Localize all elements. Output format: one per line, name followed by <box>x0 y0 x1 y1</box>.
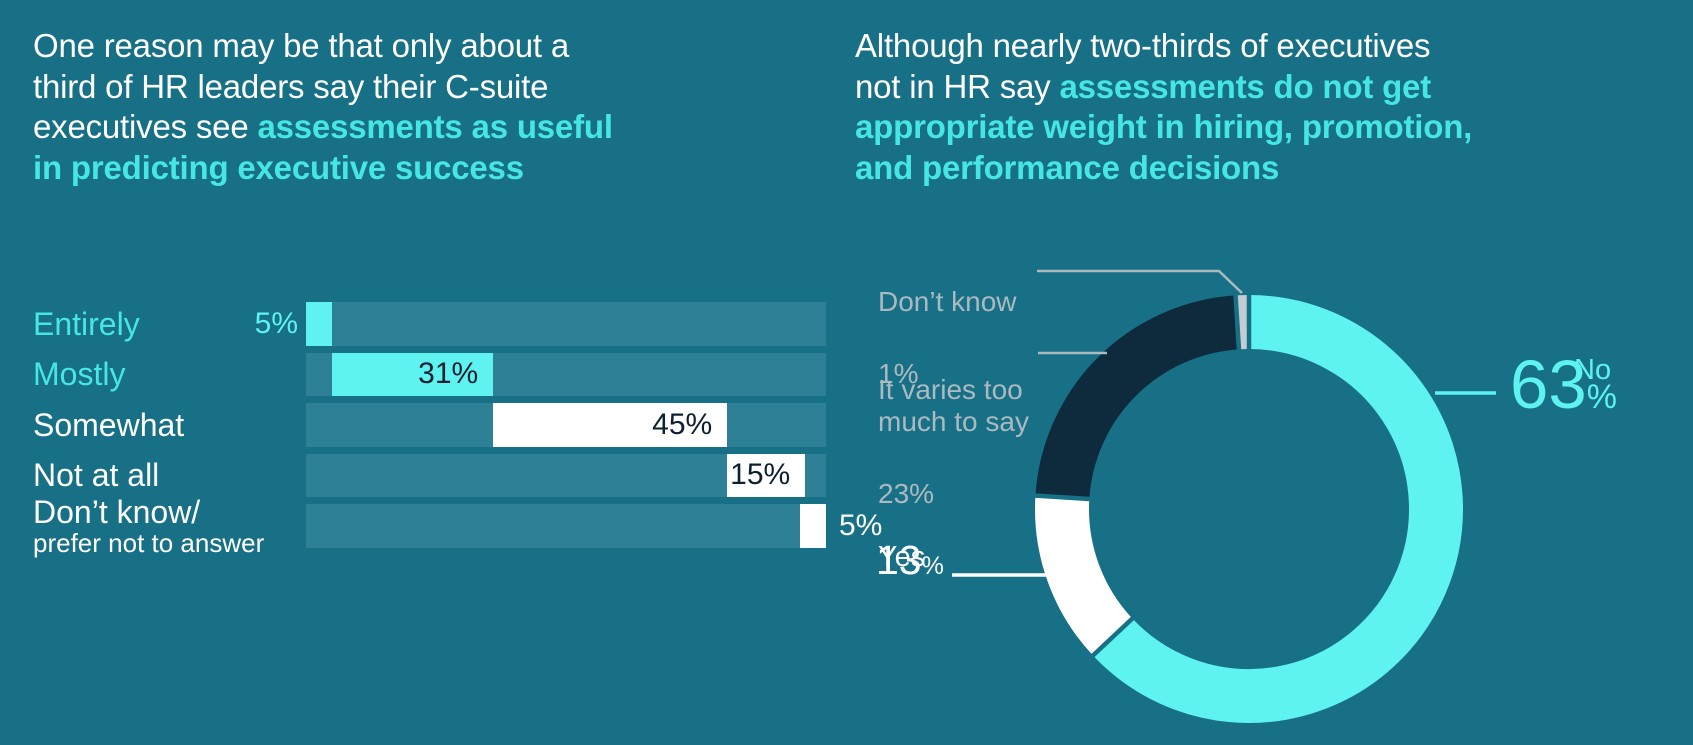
donut-slice-it-varies-too-much-to-say <box>1035 295 1240 500</box>
stat-yes-number: 13 <box>876 537 922 583</box>
donut-slice-no <box>1093 295 1463 723</box>
left-headline-plain: One reason may be that only about a thir… <box>33 27 570 145</box>
bar-row-somewhat: Somewhat 45% <box>0 403 1693 447</box>
bar-track: 5% <box>255 302 826 346</box>
stat-no-percent: % <box>1586 378 1617 416</box>
callout-dont-know-value: 1% <box>878 358 919 389</box>
right-headline-plain: Although nearly two-thirds of executives… <box>855 27 1431 105</box>
callout-yes-label: Yes <box>878 541 926 573</box>
bar-segment-mostly <box>332 352 494 396</box>
bar-track: 45% <box>306 403 826 447</box>
donut-slice-divider <box>1233 294 1242 360</box>
bar-row-not-at-all: Not at all 15% <box>0 453 1693 497</box>
bar-category-label: Don’t know/prefer not to answer <box>33 493 265 558</box>
callout-varies-label: It varies too much to say <box>878 374 1029 437</box>
bar-segment-entirely <box>306 302 332 346</box>
bar-row-entirely: Entirely 5% <box>0 302 1693 346</box>
stat-yes: 13% <box>876 538 944 582</box>
bar-track: 5% <box>306 504 882 548</box>
callout-varies: It varies too much to say 23% <box>878 338 1029 546</box>
callout-dont-know-label: Don’t know <box>878 286 1017 317</box>
callout-yes: Yes <box>878 505 925 609</box>
bar-row-mostly: Mostly 31% <box>0 352 1693 396</box>
right-headline-highlight: assessments do not get appropriate weigh… <box>855 67 1473 186</box>
stat-no-number: 63 <box>1510 346 1587 423</box>
bar-segment-somewhat <box>493 403 728 447</box>
bar-track: 31% <box>306 352 826 396</box>
bar-category-label: Not at all <box>33 457 160 494</box>
left-headline-highlight: assessments as useful in predicting exec… <box>33 108 613 186</box>
bar-category-label: Somewhat <box>33 406 185 443</box>
callout-no: No <box>1574 318 1611 422</box>
bar-value-label: 5% <box>254 306 298 340</box>
donut-slice-divider <box>1034 493 1100 502</box>
stat-no: 63% <box>1510 350 1617 420</box>
stat-yes-percent: % <box>921 552 944 580</box>
bar-segment-don-t-know <box>800 504 826 548</box>
bar-value-label: 15% <box>730 458 791 492</box>
bar-row-don-t-know: Don’t know/prefer not to answer 5% <box>0 493 1693 558</box>
right-headline: Although nearly two-thirds of executives… <box>855 26 1472 188</box>
bar-value-label: 5% <box>839 508 883 542</box>
bar-track: 15% <box>306 453 826 497</box>
callout-dont-know: Don’t know 1% <box>878 250 1017 426</box>
left-headline: One reason may be that only about a thir… <box>33 26 613 188</box>
bar-category-label: Entirely <box>33 305 140 342</box>
donut-slice-divider <box>1083 610 1142 665</box>
bar-segment-not-at-all <box>727 453 806 497</box>
bar-value-label: 45% <box>652 407 713 441</box>
callout-varies-value: 23% <box>878 478 935 509</box>
donut-chart <box>1034 294 1463 723</box>
bar-category-label: Mostly <box>33 356 126 393</box>
callout-no-label: No <box>1574 354 1612 386</box>
donut-slice-yes <box>1035 495 1133 656</box>
bar-value-label: 31% <box>418 357 479 391</box>
